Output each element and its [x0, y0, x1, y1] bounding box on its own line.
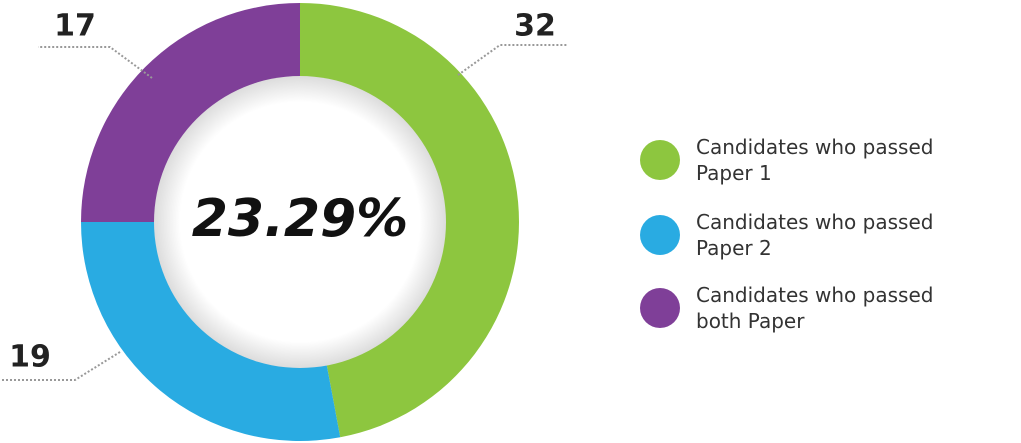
value-label: 17 [54, 9, 96, 44]
legend-label: Candidates who passed both Paper [696, 283, 934, 333]
value-label: 19 [9, 340, 51, 375]
legend-swatch [640, 215, 680, 255]
donut-hole [154, 76, 446, 368]
leader-line [0, 351, 121, 381]
legend-swatch [640, 288, 680, 328]
center-label: 23.29% [192, 189, 409, 249]
leader-line [457, 44, 567, 76]
legend-swatch [640, 140, 680, 180]
legend-label: Candidates who passed Paper 2 [696, 210, 934, 260]
value-label: 32 [514, 9, 556, 44]
leader-line [38, 46, 153, 79]
legend-label: Candidates who passed Paper 1 [696, 135, 934, 185]
